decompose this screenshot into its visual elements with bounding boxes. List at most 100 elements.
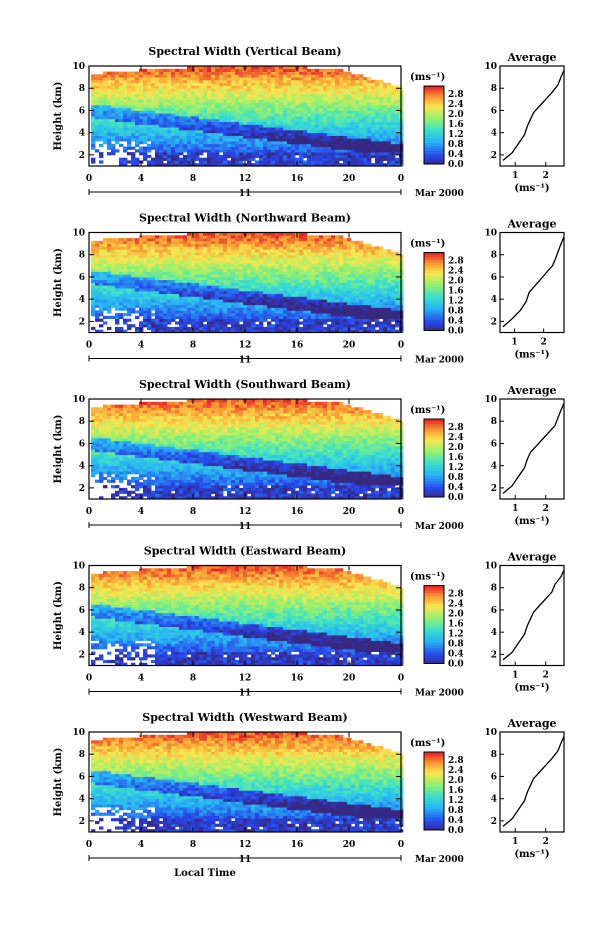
heatmap-cell (279, 276, 284, 281)
heatmap-cell (287, 116, 292, 120)
heatmap-cell (303, 116, 308, 120)
heatmap-cell (175, 299, 180, 303)
heatmap-cell (175, 110, 180, 114)
heatmap-cell (351, 138, 356, 142)
heatmap-cell (151, 288, 156, 292)
heatmap-cell (259, 290, 264, 294)
heatmap-cell (347, 290, 352, 294)
heatmap-cell (91, 85, 96, 89)
heatmap-cell (299, 260, 304, 264)
heatmap-cell (295, 279, 300, 283)
heatmap-cell (311, 279, 316, 283)
heatmap-cell (219, 127, 224, 131)
heatmap-cell (219, 88, 224, 92)
heatmap-cell (235, 240, 240, 244)
heatmap-cell (183, 96, 188, 100)
heatmap-cell (203, 132, 208, 136)
heatmap-cell (339, 265, 344, 269)
heatmap-cell (223, 324, 228, 328)
heatmap-cell (335, 143, 340, 147)
heatmap-cell (271, 285, 276, 289)
heatmap-cell (247, 318, 252, 322)
heatmap-cell (227, 279, 232, 283)
heatmap-cell (127, 324, 132, 328)
heatmap-cell (275, 66, 280, 70)
heatmap-cell (263, 71, 268, 75)
heatmap-cell (207, 257, 212, 261)
heatmap-cell (211, 307, 216, 311)
heatmap-cell (103, 82, 108, 86)
heatmap-cell (175, 304, 180, 308)
heatmap-cell (231, 263, 236, 267)
heatmap-cell (119, 113, 124, 117)
heatmap-cell (235, 124, 240, 128)
heatmap-cell (251, 152, 256, 156)
heatmap-cell (275, 271, 280, 275)
heatmap-cell (267, 121, 272, 125)
heatmap-cell (119, 326, 124, 331)
heatmap-cell (351, 143, 356, 147)
heatmap-cell (127, 304, 132, 308)
heatmap-cell (299, 66, 304, 70)
heatmap-cell (367, 135, 372, 139)
heatmap-cell (299, 157, 304, 161)
heatmap-cell (347, 321, 352, 325)
heatmap-cell (211, 132, 216, 136)
heatmap-cell (243, 152, 248, 156)
heatmap-cell (291, 249, 296, 253)
heatmap-cell (231, 254, 236, 258)
heatmap-cell (167, 268, 172, 272)
heatmap-cell (215, 113, 220, 117)
heatmap-cell (171, 276, 176, 281)
heatmap-cell (151, 240, 156, 244)
heatmap-cell (199, 88, 204, 92)
heatmap-cell (251, 263, 256, 267)
heatmap-cell (391, 143, 396, 147)
heatmap-cell (159, 318, 164, 322)
heatmap-cell (231, 285, 236, 289)
heatmap-cell (351, 104, 356, 109)
heatmap-cell (179, 129, 184, 134)
heatmap-cell (163, 318, 168, 322)
heatmap-cell (331, 290, 336, 294)
heatmap-cell (291, 141, 296, 145)
heatmap-cell (239, 293, 244, 297)
heatmap-cell (163, 88, 168, 92)
heatmap-cell (167, 141, 172, 145)
x-tick-label: 16 (291, 174, 304, 184)
heatmap-cell (307, 113, 312, 117)
heatmap-cell (187, 235, 192, 239)
heatmap-cell (335, 235, 340, 239)
heatmap-cell (211, 71, 216, 75)
heatmap-cell (351, 163, 356, 167)
heatmap-cell (291, 304, 296, 308)
heatmap-cell (167, 121, 172, 125)
heatmap-cell (207, 321, 212, 325)
heatmap-cell (351, 251, 356, 256)
heatmap-cell (267, 263, 272, 267)
heatmap-cell (379, 149, 384, 153)
heatmap-cell (359, 293, 364, 297)
heatmap-cell (343, 243, 348, 247)
heatmap-cell (279, 66, 284, 70)
heatmap-cell (299, 163, 304, 167)
heatmap-cell (107, 141, 112, 145)
heatmap-cell (223, 279, 228, 283)
heatmap-cell (303, 85, 308, 89)
heatmap-cell (319, 116, 324, 120)
heatmap-cell (251, 324, 256, 328)
colorbar-segment (424, 91, 444, 95)
heatmap-cell (315, 268, 320, 272)
heatmap-cell (167, 135, 172, 139)
heatmap-cell (267, 157, 272, 161)
heatmap-cell (307, 282, 312, 286)
heatmap-cell (107, 152, 112, 156)
heatmap-cell (139, 132, 144, 136)
heatmap-cell (171, 74, 176, 78)
heatmap-cell (251, 149, 256, 153)
heatmap-cell (227, 246, 232, 250)
heatmap-cell (139, 96, 144, 100)
heatmap-cell (167, 257, 172, 261)
heatmap-cell (231, 232, 236, 236)
heatmap-cell (239, 307, 244, 311)
